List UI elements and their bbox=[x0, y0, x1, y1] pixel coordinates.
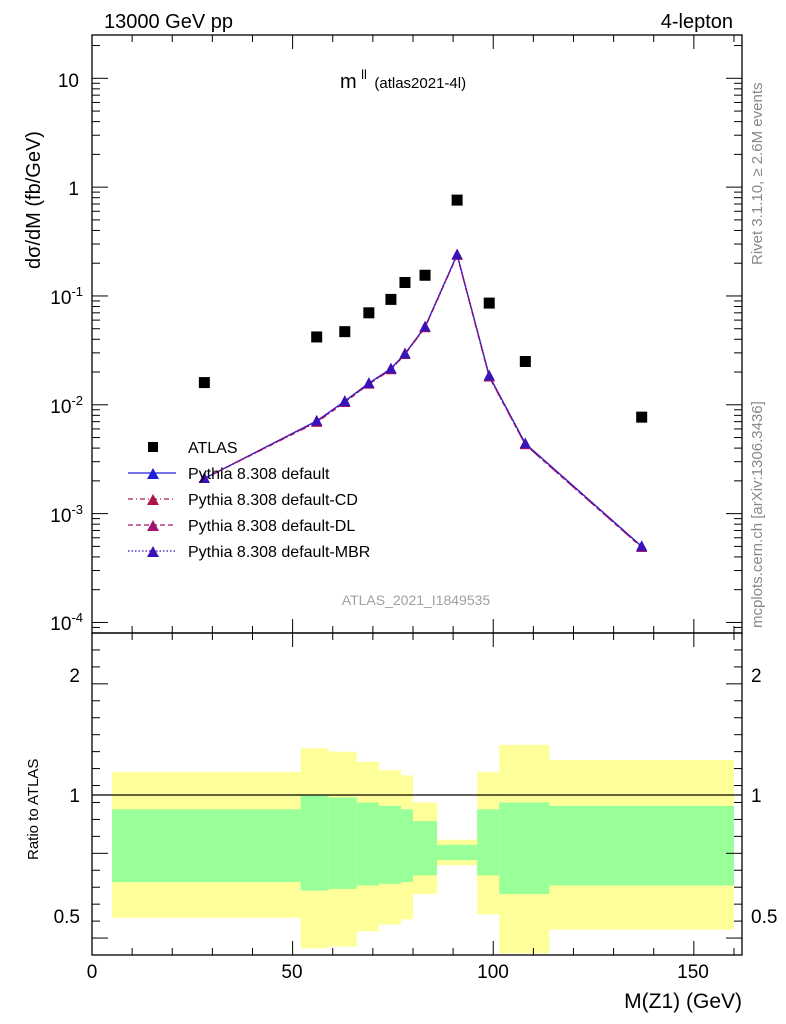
x-tick-100: 100 bbox=[477, 962, 509, 983]
mc-point-4 bbox=[198, 472, 210, 484]
source-label: mcplots.cern.ch [arXiv:1306.3436] bbox=[749, 401, 766, 628]
y-tick-label-1e-2: 10-2 bbox=[50, 393, 83, 418]
plot-title: m ll (atlas2021-4l) bbox=[340, 66, 466, 93]
axis-ticks bbox=[91, 35, 742, 956]
atlas-point bbox=[636, 411, 648, 423]
mc-point-4 bbox=[311, 414, 323, 426]
mc-point-4 bbox=[636, 540, 648, 551]
y-tick-label-1e-1: 10-1 bbox=[50, 284, 83, 309]
y-tick-labels: 10-4 10-3 10-2 10-1 1 10 bbox=[50, 71, 83, 635]
atlas-point bbox=[451, 194, 463, 206]
data-markers bbox=[198, 194, 648, 552]
ratio-stat-band-8 bbox=[477, 809, 500, 876]
mc-point-4 bbox=[483, 369, 495, 381]
ratio-tick-0.5-left: 0.5 bbox=[54, 907, 80, 928]
y-tick-label-1: 1 bbox=[68, 179, 79, 200]
x-tick-labels: 0 50 100 150 bbox=[87, 962, 709, 983]
ratio-stat-band-9 bbox=[499, 802, 550, 894]
ratio-stat-band-0 bbox=[112, 809, 301, 883]
ratio-uncertainty-bands bbox=[112, 744, 734, 954]
legend-marker-cd bbox=[147, 494, 159, 505]
mc-point-4 bbox=[363, 377, 375, 388]
legend-marker-default bbox=[147, 468, 159, 479]
y-tick-label-10: 10 bbox=[58, 71, 79, 92]
analysis-watermark: ATLAS_2021_I1849535 bbox=[342, 592, 491, 608]
ratio-stat-band-3 bbox=[356, 802, 379, 886]
process-label: 4-lepton bbox=[661, 11, 733, 33]
series-line-3 bbox=[204, 253, 643, 548]
ratio-stat-band-5 bbox=[400, 809, 413, 883]
ratio-tick-labels: 0.5 1 2 0.5 1 2 bbox=[54, 666, 778, 928]
y-tick-label-1e-4: 10-4 bbox=[50, 610, 83, 635]
atlas-point bbox=[311, 331, 323, 343]
series-line-4 bbox=[204, 252, 643, 547]
legend: ATLAS Pythia 8.308 default Pythia 8.308 … bbox=[128, 440, 370, 561]
ratio-stat-band-6 bbox=[412, 821, 438, 876]
y-axis-label: dσ/dM (fb/GeV) bbox=[23, 131, 45, 269]
mc-point-4 bbox=[385, 362, 397, 374]
y-tick-label-1e-3: 10-3 bbox=[50, 502, 83, 527]
plot-title-sub: (atlas2021-4l) bbox=[374, 75, 466, 92]
ratio-tick-1-left: 1 bbox=[69, 786, 80, 807]
legend-marker-dl bbox=[147, 520, 159, 531]
ratio-stat-band-1 bbox=[300, 795, 329, 891]
ratio-stat-band-7 bbox=[437, 844, 478, 861]
ratio-stat-band-4 bbox=[378, 805, 401, 884]
x-tick-0: 0 bbox=[87, 962, 98, 983]
ratio-tick-1-right: 1 bbox=[751, 786, 762, 807]
rivet-version-label: Rivet 3.1.10, ≥ 2.6M events bbox=[749, 83, 766, 266]
legend-label-mbr: Pythia 8.308 default-MBR bbox=[188, 544, 370, 561]
legend-label-dl: Pythia 8.308 default-DL bbox=[188, 518, 355, 535]
atlas-point bbox=[419, 269, 431, 281]
atlas-point bbox=[519, 355, 531, 367]
ratio-stat-band-2 bbox=[328, 797, 357, 889]
mc-point-4 bbox=[451, 248, 463, 260]
atlas-point bbox=[339, 326, 351, 338]
legend-label-cd: Pythia 8.308 default-CD bbox=[188, 492, 358, 509]
x-tick-50: 50 bbox=[281, 962, 302, 983]
atlas-point bbox=[385, 293, 397, 305]
ratio-tick-2-right: 2 bbox=[751, 666, 762, 687]
ratio-tick-0.5-right: 0.5 bbox=[751, 907, 777, 928]
atlas-point bbox=[198, 377, 210, 389]
atlas-point bbox=[483, 297, 495, 309]
ratio-y-axis-label: Ratio to ATLAS bbox=[25, 759, 42, 860]
ratio-tick-2-left: 2 bbox=[69, 666, 80, 687]
legend-marker-mbr bbox=[147, 546, 159, 557]
mc-point-4 bbox=[519, 437, 531, 449]
atlas-point bbox=[363, 307, 375, 319]
atlas-point bbox=[399, 276, 411, 288]
mc-point-4 bbox=[339, 395, 351, 407]
legend-marker-atlas bbox=[148, 442, 158, 452]
legend-label-atlas: ATLAS bbox=[188, 440, 238, 457]
energy-label: 13000 GeV pp bbox=[104, 11, 233, 33]
ratio-plot-frame bbox=[91, 632, 743, 956]
ratio-stat-band-10 bbox=[549, 805, 734, 886]
x-tick-150: 150 bbox=[677, 962, 709, 983]
mc-point-4 bbox=[399, 347, 411, 359]
legend-label-default: Pythia 8.308 default bbox=[188, 466, 330, 483]
plot-title-sup: ll bbox=[361, 67, 367, 82]
x-axis-label: M(Z1) (GeV) bbox=[624, 990, 742, 1013]
plot-title-main: m bbox=[340, 71, 357, 93]
mc-point-4 bbox=[419, 320, 431, 332]
